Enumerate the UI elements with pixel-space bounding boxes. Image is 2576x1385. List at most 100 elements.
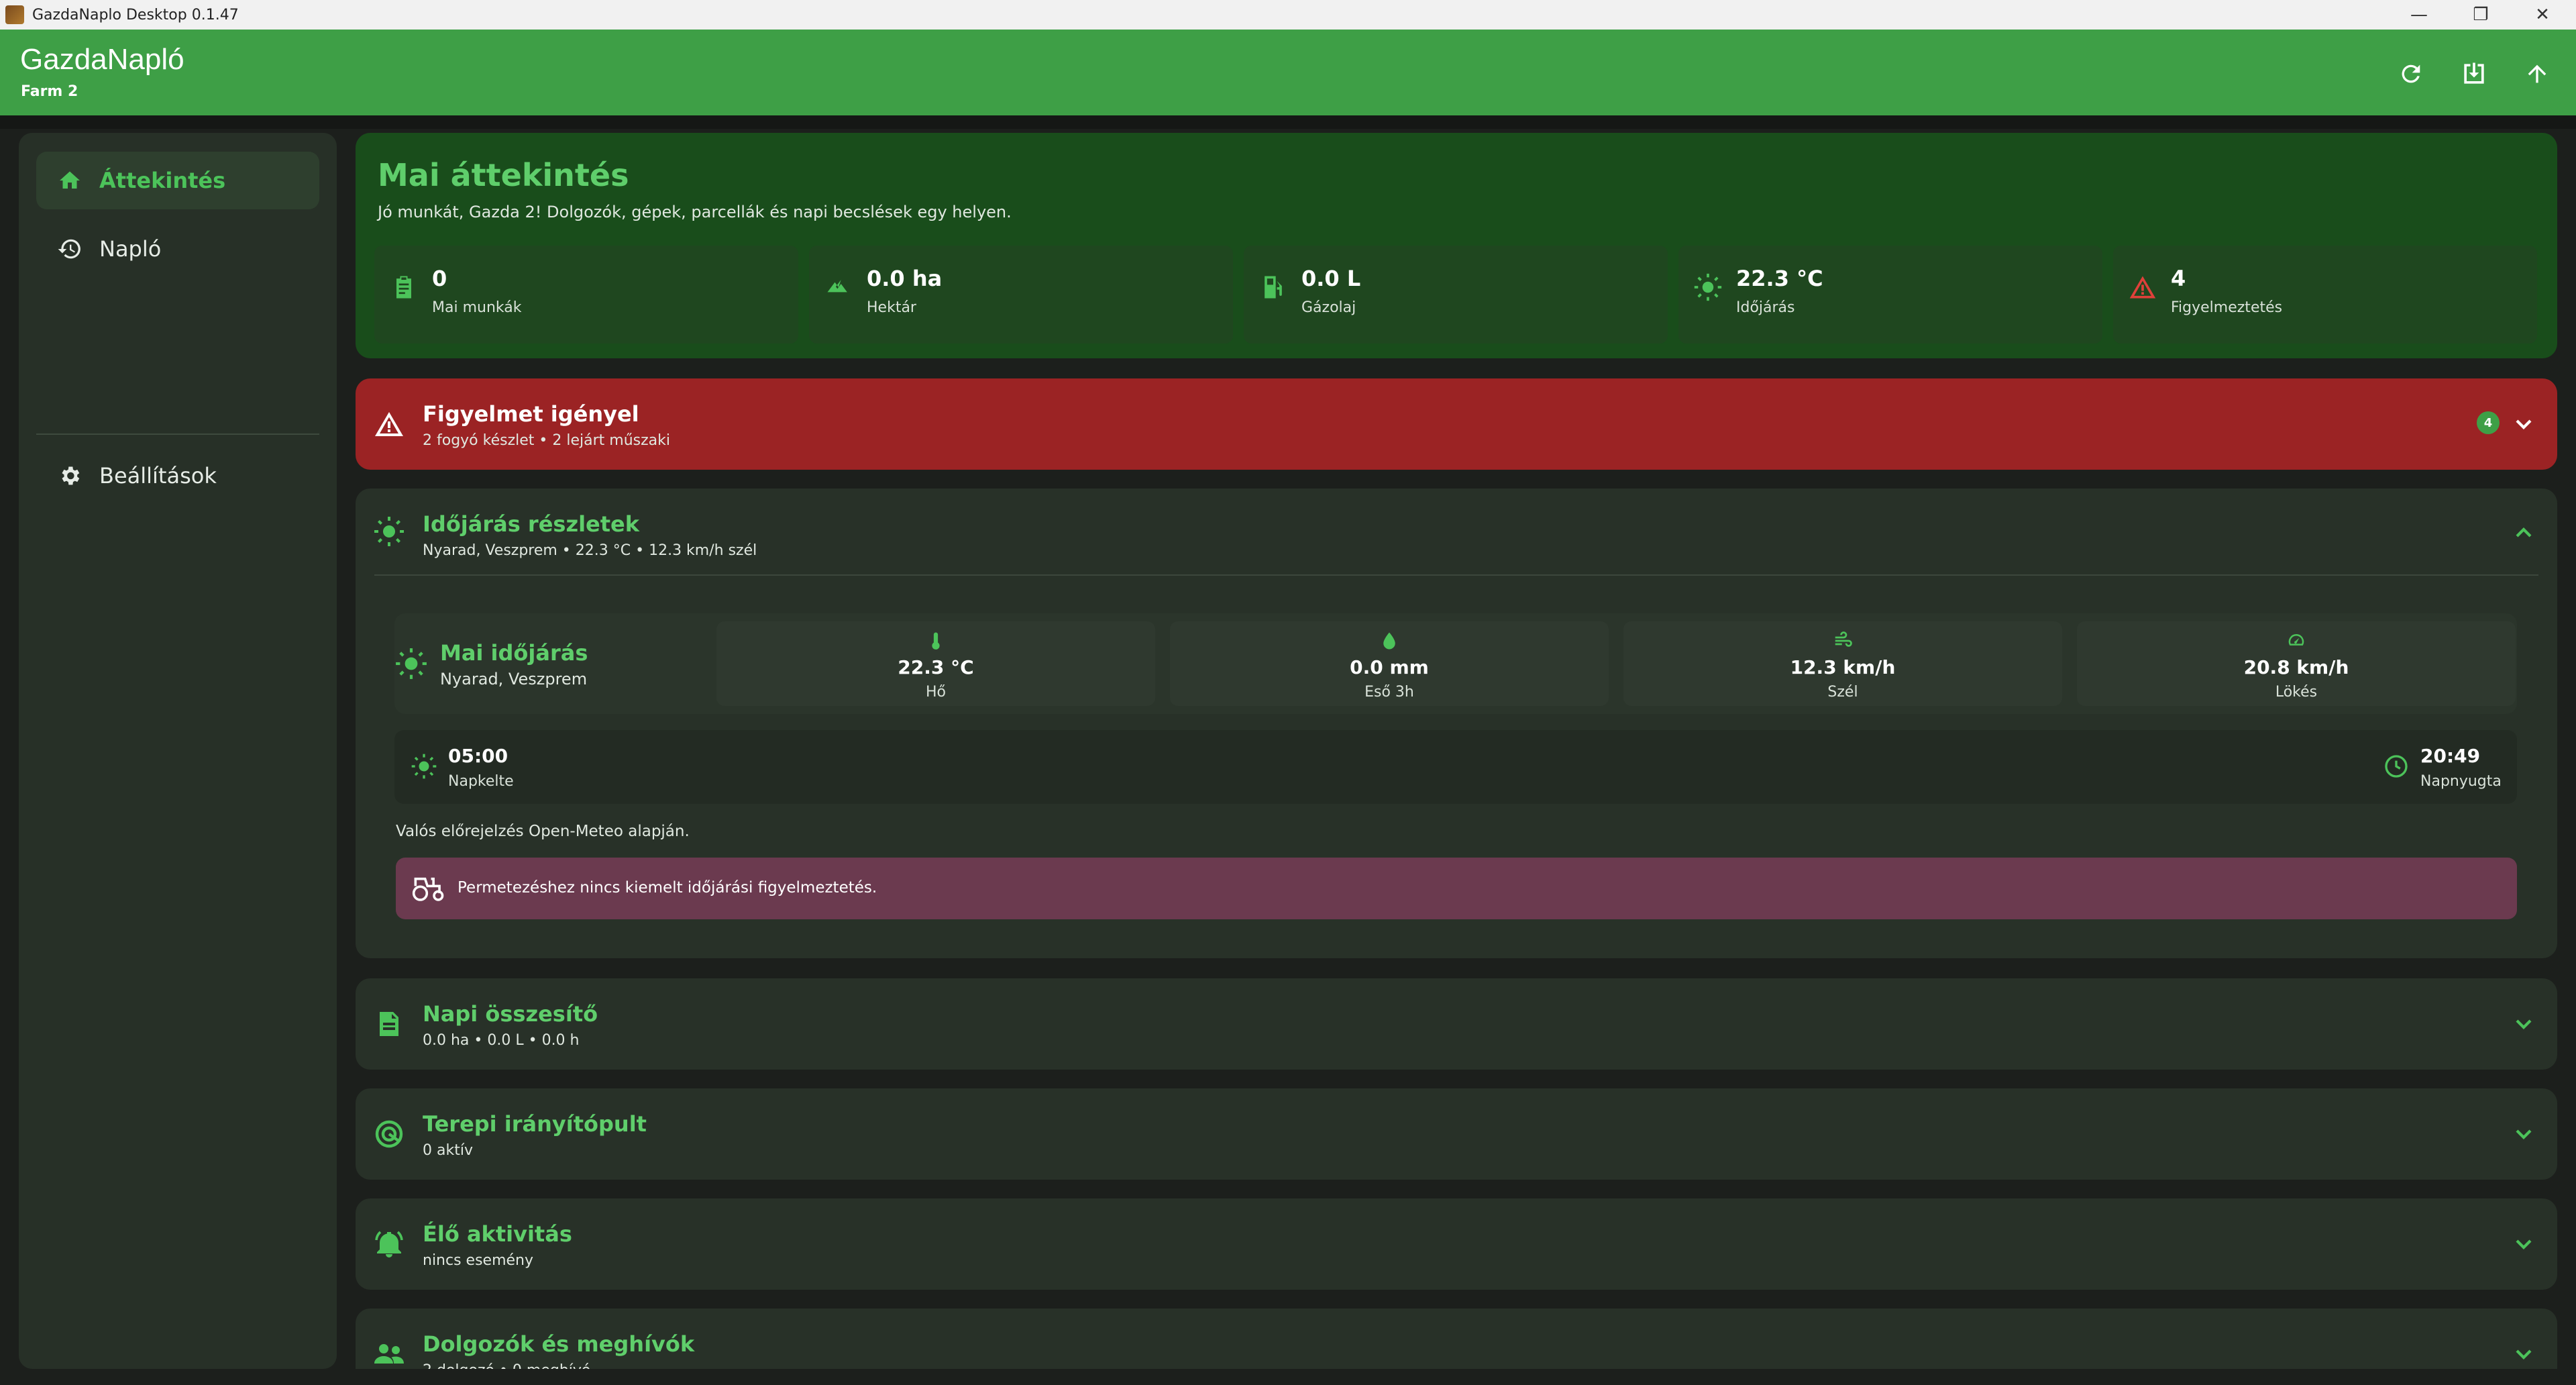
chevron-down-icon[interactable] xyxy=(2510,1231,2537,1258)
stat-idojaras[interactable]: 22.3 °C Időjárás xyxy=(1678,246,2102,344)
app-name: GazdaNapló xyxy=(20,43,184,76)
sidebar: Áttekintés Napló Beállítások xyxy=(19,133,337,1369)
chevron-down-icon[interactable] xyxy=(2510,1121,2537,1147)
stat-value: 4 xyxy=(2171,266,2186,291)
arrow-up-icon xyxy=(2528,64,2546,83)
sidebar-item-naplo[interactable]: Napló xyxy=(36,220,319,278)
weather-details-subtitle: Nyarad, Veszprem • 22.3 °C • 12.3 km/h s… xyxy=(423,542,757,559)
sidebar-item-attekintes[interactable]: Áttekintés xyxy=(36,152,319,209)
people-icon xyxy=(374,1344,404,1364)
page-subtitle: Jó munkát, Gazda 2! Dolgozók, gépek, par… xyxy=(378,203,1012,221)
sun-icon xyxy=(374,517,404,546)
section-title: Élő aktivitás xyxy=(423,1221,572,1247)
metric-value: 0.0 mm xyxy=(1350,656,1429,678)
forecast-source-note: Valós előrejelzés Open-Meteo alapján. xyxy=(396,823,690,840)
download-icon xyxy=(2464,62,2484,84)
sidebar-item-label: Napló xyxy=(99,236,162,262)
attention-card[interactable]: Figyelmet igényel 2 fogyó készlet • 2 le… xyxy=(356,378,2557,470)
metric-label: Eső 3h xyxy=(1364,684,1414,701)
metric-label: Szél xyxy=(1827,684,1858,701)
sun-icon xyxy=(1694,273,1722,301)
metric-value: 12.3 km/h xyxy=(1790,656,1896,678)
appbar-divider xyxy=(0,115,2576,129)
warning-icon xyxy=(375,412,403,436)
stat-value: 0.0 L xyxy=(1301,266,1361,291)
stat-label: Hektár xyxy=(867,299,916,316)
main-content: Mai áttekintés Jó munkát, Gazda 2! Dolgo… xyxy=(356,133,2557,1369)
section-title: Napi összesítő xyxy=(423,1001,598,1027)
sunset-time: 20:49 xyxy=(2420,745,2481,767)
water-drop-icon xyxy=(1383,632,1395,650)
sunrise-icon xyxy=(411,754,437,779)
warning-icon xyxy=(2129,276,2156,299)
sun-icon xyxy=(396,648,427,679)
spray-advisory-text: Permetezéshez nincs kiemelt időjárási fi… xyxy=(458,879,877,896)
weather-metric-rain: 0.0 mm Eső 3h xyxy=(1170,621,1609,706)
today-weather-title: Mai időjárás xyxy=(440,640,588,666)
chevron-up-icon[interactable] xyxy=(2510,519,2537,546)
refresh-button[interactable] xyxy=(2392,55,2430,93)
terrain-icon xyxy=(827,280,847,293)
refresh-icon xyxy=(2402,64,2420,83)
spray-advisory: Permetezéshez nincs kiemelt időjárási fi… xyxy=(396,858,2517,919)
metric-value: 22.3 °C xyxy=(898,656,974,678)
sidebar-item-beallitasok[interactable]: Beállítások xyxy=(36,447,319,505)
clock-icon xyxy=(2385,755,2408,778)
chevron-down-icon[interactable] xyxy=(2510,1341,2537,1368)
sunrise-time: 05:00 xyxy=(448,745,508,767)
tractor-icon xyxy=(412,877,444,901)
radar-icon xyxy=(375,1120,403,1148)
overview-card: Mai áttekintés Jó munkát, Gazda 2! Dolgo… xyxy=(356,133,2557,358)
history-icon xyxy=(56,236,83,262)
wind-icon xyxy=(1835,631,1852,647)
window-title: GazdaNaplo Desktop 0.1.47 xyxy=(32,6,239,23)
section-title: Dolgozók és meghívók xyxy=(423,1331,695,1357)
metric-value: 20.8 km/h xyxy=(2243,656,2349,678)
attention-count-badge: 4 xyxy=(2477,411,2500,434)
attention-title: Figyelmet igényel xyxy=(423,401,639,427)
stat-label: Gázolaj xyxy=(1301,299,1356,316)
page-title: Mai áttekintés xyxy=(378,157,629,193)
sidebar-item-label: Beállítások xyxy=(99,463,217,489)
restore-button[interactable]: ❐ xyxy=(2473,5,2489,25)
section-subtitle: 2 dolgozó • 0 meghívó xyxy=(423,1362,590,1369)
section-dolgozok-es-meghivok[interactable]: Dolgozók és meghívók 2 dolgozó • 0 meghí… xyxy=(356,1309,2557,1369)
section-terepi-iranyitopult[interactable]: Terepi irányítópult 0 aktív xyxy=(356,1088,2557,1180)
stat-figyelmeztetes[interactable]: 4 Figyelmeztetés xyxy=(2113,246,2537,344)
close-button[interactable]: ✕ xyxy=(2535,5,2550,25)
download-button[interactable] xyxy=(2455,55,2493,93)
weather-metric-temperature: 22.3 °C Hő xyxy=(716,621,1155,706)
section-napi-osszesito[interactable]: Napi összesítő 0.0 ha • 0.0 L • 0.0 h xyxy=(356,978,2557,1070)
stat-hektar[interactable]: 0.0 ha Hektár xyxy=(809,246,1233,344)
today-weather-location: Nyarad, Veszprem xyxy=(440,670,588,688)
sunrise-label: Napkelte xyxy=(448,773,514,790)
section-elo-aktivitas[interactable]: Élő aktivitás nincs esemény xyxy=(356,1198,2557,1290)
app-icon xyxy=(5,5,24,24)
weather-metric-wind: 12.3 km/h Szél xyxy=(1623,621,2062,706)
today-weather-card: Mai időjárás Nyarad, Veszprem 22.3 °C Hő… xyxy=(394,613,2517,714)
minimize-button[interactable]: — xyxy=(2410,5,2428,25)
speedometer-icon xyxy=(2288,634,2304,646)
section-subtitle: 0.0 ha • 0.0 L • 0.0 h xyxy=(423,1032,580,1049)
stat-label: Időjárás xyxy=(1736,299,1795,316)
sun-times-row: 05:00 Napkelte 20:49 Napnyugta xyxy=(394,730,2517,804)
sunset-label: Napnyugta xyxy=(2420,773,2502,790)
fuel-icon xyxy=(1265,276,1282,299)
stat-label: Mai munkák xyxy=(432,299,522,316)
upload-button[interactable] xyxy=(2518,55,2556,93)
stat-value: 22.3 °C xyxy=(1736,266,1823,291)
sidebar-divider xyxy=(36,433,319,435)
stat-gazolaj[interactable]: 0.0 L Gázolaj xyxy=(1244,246,1668,344)
sidebar-item-label: Áttekintés xyxy=(99,168,226,193)
metric-label: Lökés xyxy=(2275,684,2318,701)
clipboard-icon xyxy=(396,276,411,299)
app-bar: GazdaNapló Farm 2 xyxy=(0,30,2576,115)
stat-mai-munkak[interactable]: 0 Mai munkák xyxy=(374,246,798,344)
stat-value: 0 xyxy=(432,266,447,291)
weather-details-title: Időjárás részletek xyxy=(423,511,640,537)
section-subtitle: nincs esemény xyxy=(423,1252,534,1269)
metric-label: Hő xyxy=(925,684,946,701)
chevron-down-icon[interactable] xyxy=(2510,1011,2537,1037)
chevron-down-icon[interactable] xyxy=(2510,411,2537,438)
thermometer-icon xyxy=(932,632,940,650)
